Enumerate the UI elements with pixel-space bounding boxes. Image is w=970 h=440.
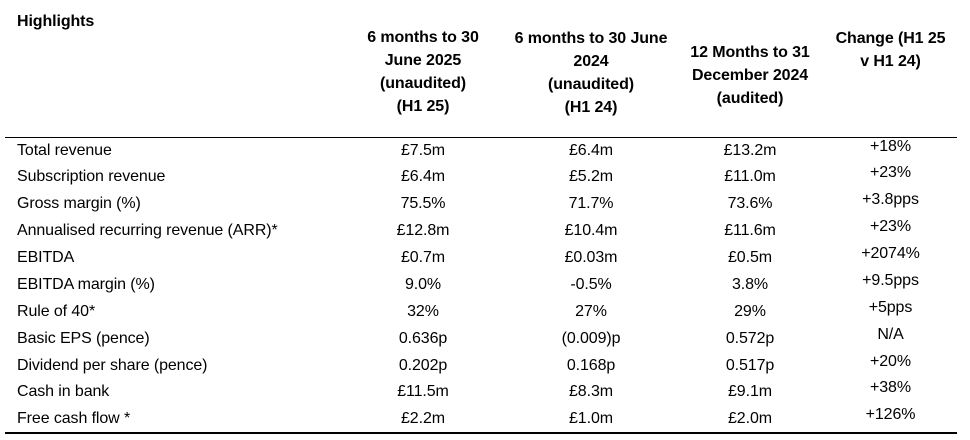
- value-h1-25: 32%: [407, 302, 439, 320]
- value-fy-24: £0.5m: [728, 249, 772, 266]
- value-fy-24: £13.2m: [723, 141, 777, 159]
- header-line: v H1 24): [860, 53, 921, 70]
- table-row-subscription-revenue: Subscription revenue £6.4m £5.2m £11.0m …: [5, 164, 957, 191]
- column-header-h1-25: 6 months to 30 June 2025 (unaudited) (H1…: [340, 0, 506, 138]
- header-row: Highlights 6 months to 30 June 2025 (una…: [5, 0, 957, 138]
- metric-label: Cash in bank: [17, 383, 110, 401]
- value-h1-25: £7.5m: [401, 141, 445, 159]
- value-change: +126%: [824, 406, 957, 434]
- metric-label: EBITDA margin (%): [17, 275, 155, 293]
- table-row-rule-of-40: Rule of 40* 32% 27% 29% +5pps: [5, 298, 957, 325]
- value-change: +38%: [870, 379, 911, 397]
- highlights-table: Highlights 6 months to 30 June 2025 (una…: [5, 0, 957, 434]
- column-header-fy-24: 12 Months to 31 December 2024 (audited): [676, 0, 824, 138]
- value-h1-25: 0.636p: [398, 329, 448, 347]
- value-fy-24: 0.517p: [725, 356, 775, 374]
- metric-label: Rule of 40*: [17, 302, 96, 320]
- value-change: +23%: [870, 164, 911, 182]
- header-line: (audited): [716, 90, 784, 107]
- value-h1-25: £11.5m: [397, 383, 449, 401]
- value-fy-24: 3.8%: [731, 275, 769, 293]
- header-line: Change (H1 25: [835, 30, 946, 47]
- page-title: Highlights: [17, 13, 95, 30]
- table-row-arr: Annualised recurring revenue (ARR)* £12.…: [5, 218, 957, 245]
- value-change: +9.5pps: [862, 271, 919, 289]
- value-fy-24: 0.572p: [725, 329, 775, 347]
- header-line: (H1 24): [564, 99, 618, 116]
- header-line: 6 months to 30: [367, 29, 479, 46]
- header-line: (unaudited): [380, 75, 466, 92]
- column-header-change: Change (H1 25 v H1 24): [824, 0, 957, 138]
- header-line: (H1 25): [396, 98, 450, 115]
- value-h1-24: £8.3m: [569, 383, 613, 401]
- value-h1-24: -0.5%: [570, 275, 612, 293]
- column-header-h1-24: 6 months to 30 June 2024 (unaudited) (H1…: [506, 0, 676, 138]
- value-h1-24: £10.4m: [564, 222, 618, 240]
- table-row-total-revenue: Total revenue £7.5m £6.4m £13.2m +18%: [5, 137, 957, 164]
- value-change: +23%: [870, 218, 911, 236]
- metric-label: Subscription revenue: [17, 168, 166, 186]
- metric-label: Total revenue: [17, 141, 112, 159]
- value-h1-24: £1.0m: [506, 405, 676, 434]
- header-line: (unaudited): [548, 76, 634, 93]
- value-fy-24: 29%: [734, 302, 766, 320]
- value-h1-25: 75.5%: [400, 195, 446, 213]
- value-h1-24: 0.168p: [566, 356, 616, 374]
- value-h1-25: £0.7m: [401, 249, 445, 266]
- value-h1-25: £6.4m: [401, 168, 445, 186]
- column-header-highlights: Highlights: [5, 0, 340, 138]
- header-line: 6 months to 30 June: [514, 30, 668, 47]
- value-change: +3.8pps: [862, 191, 919, 209]
- value-h1-24: £6.4m: [569, 141, 613, 159]
- table-row-cash-in-bank: Cash in bank £11.5m £8.3m £9.1m +38%: [5, 379, 957, 406]
- value-change: +2074%: [861, 245, 920, 262]
- header-line: December 2024: [691, 67, 809, 84]
- value-h1-24: £0.03m: [564, 249, 618, 266]
- header-line: 2024: [573, 53, 609, 70]
- table-row-gross-margin: Gross margin (%) 75.5% 71.7% 73.6% +3.8p…: [5, 191, 957, 218]
- metric-label: Annualised recurring revenue (ARR)*: [17, 222, 278, 240]
- value-h1-25: 0.202p: [398, 356, 448, 374]
- value-fy-24: £11.0m: [724, 168, 776, 186]
- value-fy-24: 73.6%: [727, 195, 773, 213]
- metric-label: EBITDA: [17, 249, 75, 266]
- value-h1-24: 71.7%: [568, 195, 614, 213]
- value-fy-24: £2.0m: [676, 405, 824, 434]
- metric-label: Gross margin (%): [17, 195, 141, 213]
- value-fy-24: £11.6m: [724, 222, 776, 240]
- metric-label: Basic EPS (pence): [17, 329, 150, 347]
- value-change: N/A: [877, 325, 904, 343]
- table-row-basic-eps: Basic EPS (pence) 0.636p (0.009)p 0.572p…: [5, 325, 957, 352]
- value-h1-24: 27%: [575, 302, 607, 320]
- value-h1-25: 9.0%: [404, 275, 442, 293]
- table-header: Highlights 6 months to 30 June 2025 (una…: [5, 0, 957, 138]
- table-row-free-cash-flow: Free cash flow * £2.2m £1.0m £2.0m +126%: [5, 405, 957, 434]
- value-h1-25: £12.8m: [396, 222, 450, 240]
- metric-label: Dividend per share (pence): [17, 356, 208, 374]
- value-change: +20%: [870, 352, 911, 370]
- table-row-ebitda-margin: EBITDA margin (%) 9.0% -0.5% 3.8% +9.5pp…: [5, 271, 957, 298]
- value-fy-24: £9.1m: [728, 383, 772, 401]
- value-h1-25: £2.2m: [340, 405, 506, 434]
- header-line: June 2025: [384, 52, 462, 69]
- header-line: 12 Months to 31: [690, 44, 810, 61]
- table-row-ebitda: EBITDA £0.7m £0.03m £0.5m +2074%: [5, 245, 957, 272]
- table-row-dividend-per-share: Dividend per share (pence) 0.202p 0.168p…: [5, 352, 957, 379]
- value-h1-24: (0.009)p: [561, 329, 621, 347]
- value-h1-24: £5.2m: [569, 168, 613, 186]
- table-body: Total revenue £7.5m £6.4m £13.2m +18% Su…: [5, 137, 957, 434]
- value-change: +18%: [870, 137, 911, 155]
- value-change: +5pps: [868, 298, 913, 316]
- metric-label: Free cash flow *: [5, 405, 340, 434]
